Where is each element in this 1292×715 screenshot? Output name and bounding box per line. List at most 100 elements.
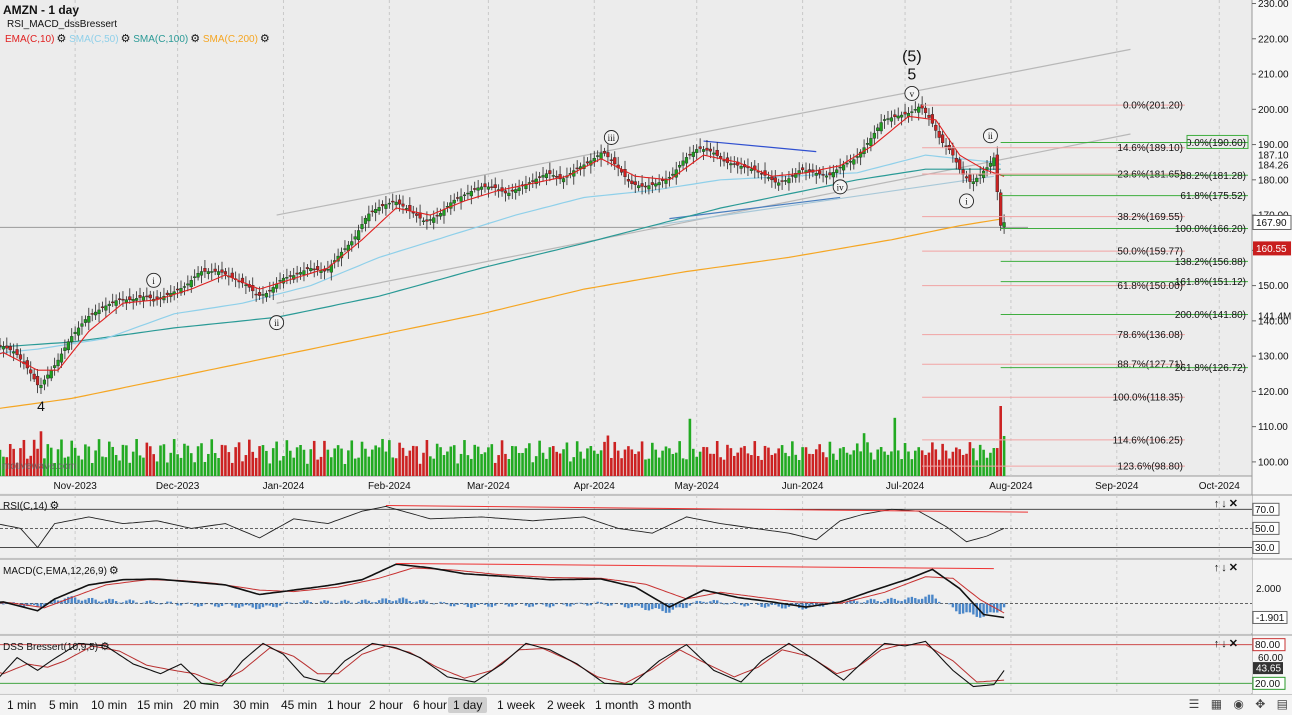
macd-histogram-bar: [409, 601, 411, 603]
timeframe-2-week[interactable]: 2 week: [542, 697, 590, 713]
volume-bar: [562, 449, 565, 476]
macd-histogram-bar: [241, 603, 243, 606]
timeframe-30-min[interactable]: 30 min: [228, 697, 274, 713]
timeframe-3-month[interactable]: 3 month: [643, 697, 696, 713]
calendar-icon[interactable]: ▤: [1277, 697, 1288, 711]
macd-histogram-bar: [77, 600, 79, 604]
timeframe-5-min[interactable]: 5 min: [44, 697, 83, 713]
volume-bar: [272, 448, 275, 476]
volume-bar: [583, 459, 586, 476]
candle: [729, 164, 732, 165]
macd-histogram-bar: [552, 603, 554, 606]
macd-histogram-bar: [771, 603, 773, 605]
wave-label: ii: [274, 318, 280, 328]
volume-bar: [531, 462, 534, 476]
legend-ema10[interactable]: EMA(C,10): [5, 34, 54, 45]
candle: [603, 151, 606, 153]
macd-histogram-bar: [470, 603, 472, 608]
volume-bar: [822, 452, 825, 476]
volume-bar: [152, 454, 155, 476]
macd-histogram-bar: [641, 603, 643, 607]
timeframe-45-min[interactable]: 45 min: [276, 697, 322, 713]
rsi-panel-controls[interactable]: ↑↓✕: [1214, 497, 1240, 510]
volume-bar: [231, 463, 234, 476]
timeframe-1-month[interactable]: 1 month: [590, 697, 643, 713]
macd-histogram-bar: [911, 597, 913, 604]
volume-bar: [685, 459, 688, 476]
volume-bar: [545, 459, 548, 476]
gear-icon[interactable]: ⚙: [109, 564, 119, 577]
macd-histogram-bar: [883, 601, 885, 604]
candle: [50, 370, 53, 378]
timeframe-10-min[interactable]: 10 min: [86, 697, 132, 713]
timeframe-1-min[interactable]: 1 min: [2, 697, 41, 713]
candle: [98, 310, 101, 314]
list-icon[interactable]: ☰: [1189, 697, 1200, 711]
gear-icon[interactable]: ⚙: [49, 499, 59, 512]
candle: [40, 385, 43, 388]
candle: [531, 181, 534, 182]
dss-panel-controls[interactable]: ↑↓✕: [1214, 637, 1240, 650]
timeframe-6-hour[interactable]: 6 hour: [408, 697, 452, 713]
macd-histogram-bar: [897, 601, 899, 604]
gear-icon[interactable]: ⚙: [56, 32, 66, 45]
volume-bar: [678, 441, 681, 476]
candle: [637, 186, 640, 188]
macd-histogram-bar: [774, 603, 776, 604]
view-icon[interactable]: ◉: [1233, 697, 1243, 711]
legend-sma200[interactable]: SMA(C,200): [203, 34, 258, 45]
candle: [357, 231, 360, 240]
candle: [593, 158, 596, 161]
volume-bar: [224, 445, 227, 476]
timeframe-2-hour[interactable]: 2 hour: [364, 697, 408, 713]
macd-histogram-bar: [812, 603, 814, 604]
macd-histogram-bar: [491, 603, 493, 607]
macd-histogram-bar: [535, 603, 537, 604]
macd-panel-controls[interactable]: ↑↓✕: [1214, 561, 1240, 574]
layout-icon[interactable]: ▦: [1211, 697, 1222, 711]
gear-icon[interactable]: ⚙: [190, 32, 200, 45]
timeframe-1-week[interactable]: 1 week: [492, 697, 540, 713]
crosshair-icon[interactable]: ✥: [1255, 697, 1265, 711]
macd-histogram-bar: [719, 602, 721, 603]
volume-bar: [439, 447, 442, 476]
candle: [651, 182, 654, 184]
macd-histogram-bar: [166, 602, 168, 604]
candle: [313, 269, 316, 270]
candle: [128, 297, 131, 300]
legend-sma100[interactable]: SMA(C,100): [133, 34, 188, 45]
timeframe-1-day[interactable]: 1 day: [448, 697, 487, 713]
volume-bar: [436, 444, 439, 476]
volume-bar: [429, 456, 432, 476]
volume-bar: [794, 455, 797, 476]
gear-icon[interactable]: ⚙: [100, 640, 110, 653]
macd-histogram-bar: [965, 603, 967, 612]
volume-bar: [323, 441, 326, 476]
dss-panel-title[interactable]: DSS Bressert(10,9,5)⚙: [3, 640, 110, 653]
macd-panel-title[interactable]: MACD(C,EMA,12,26,9)⚙: [3, 564, 119, 577]
macd-histogram-bar: [528, 603, 530, 607]
legend-sma50[interactable]: SMA(C,50): [69, 34, 118, 45]
candle: [57, 360, 60, 366]
volume-bar: [190, 453, 193, 476]
rsi-panel-title[interactable]: RSI(C,14)⚙: [3, 499, 59, 512]
gear-icon[interactable]: ⚙: [260, 32, 270, 45]
timeframe-15-min[interactable]: 15 min: [132, 697, 178, 713]
wave-label: (5): [902, 49, 922, 66]
volume-bar: [279, 461, 282, 476]
candle: [344, 249, 347, 250]
macd-histogram-bar: [262, 603, 264, 607]
macd-histogram-bar: [81, 601, 83, 604]
volume-bar: [890, 451, 893, 476]
macd-histogram-bar: [620, 603, 622, 605]
candle: [562, 179, 565, 182]
gear-icon[interactable]: ⚙: [121, 32, 131, 45]
timeframe-1-hour[interactable]: 1 hour: [322, 697, 366, 713]
candle: [671, 174, 674, 175]
volume-bar: [627, 446, 630, 476]
timeframe-20-min[interactable]: 20 min: [178, 697, 224, 713]
macd-histogram-bar: [224, 603, 226, 604]
volume-bar: [576, 441, 579, 476]
volume-bar: [183, 444, 186, 476]
